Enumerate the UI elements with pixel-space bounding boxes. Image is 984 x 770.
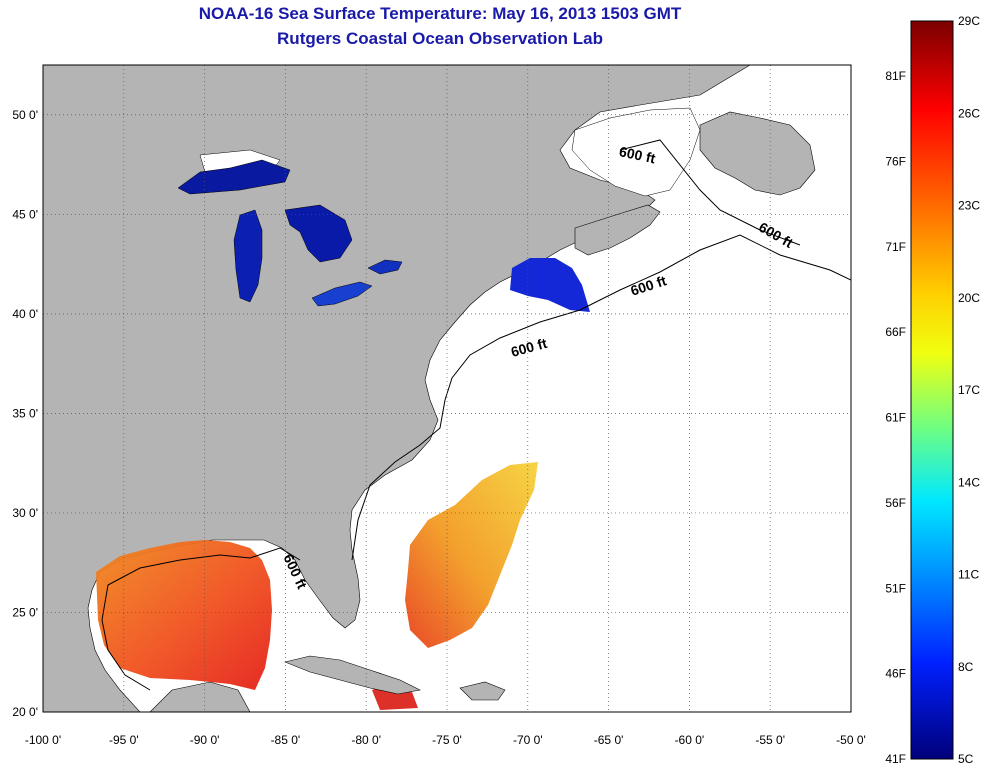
graticule	[43, 65, 851, 712]
lat-tick-label: 50 0'	[12, 108, 38, 122]
lat-tick-label: 45 0'	[12, 207, 38, 221]
lat-tick-label: 30 0'	[12, 506, 38, 520]
colorbar-celsius-label: 26C	[958, 106, 980, 120]
lake-ontario	[367, 259, 403, 275]
sst-atlantic-swath	[405, 462, 538, 648]
lake-michigan	[233, 209, 263, 303]
colorbar-celsius-label: 29C	[958, 14, 980, 28]
colorbar-fahrenheit-label: 51F	[885, 581, 906, 595]
colorbar-fahrenheit-label: 41F	[885, 752, 906, 766]
lon-tick-label: -85 0'	[271, 733, 301, 747]
colorbar-fahrenheit-label: 71F	[885, 240, 906, 254]
lon-tick-label: -90 0'	[190, 733, 220, 747]
lon-tick-label: -80 0'	[351, 733, 381, 747]
lon-tick-label: -70 0'	[513, 733, 543, 747]
colorbar-celsius-label: 17C	[958, 383, 980, 397]
sst-gulf-of-mexico	[96, 540, 272, 690]
contour-600ft-atlantic	[351, 234, 851, 561]
colorbar	[910, 20, 954, 760]
colorbar-celsius-label: 11C	[958, 568, 979, 582]
lon-tick-label: -55 0'	[755, 733, 785, 747]
land-cuba	[284, 655, 421, 695]
lat-tick-label: 35 0'	[12, 406, 38, 420]
lake-huron	[284, 204, 353, 263]
lat-tick-label: 25 0'	[12, 605, 38, 619]
land-hispaniola	[459, 681, 506, 701]
lake-superior	[177, 159, 291, 195]
longitude-axis: -100 0' -95 0' -90 0' -85 0' -80 0' -75 0' -70…	[25, 733, 866, 747]
colorbar-fahrenheit-label: 61F	[885, 411, 906, 425]
lon-tick-label: -95 0'	[109, 733, 139, 747]
land-newfoundland	[699, 111, 816, 196]
lat-tick-label: 20 0'	[12, 705, 38, 719]
map-frame	[42, 64, 852, 713]
contour-600ft-newfoundland	[619, 139, 801, 246]
contour-label: 600 ft	[618, 143, 657, 166]
contour-600ft-gulf	[101, 547, 301, 691]
sst-gulf-of-maine	[510, 258, 590, 312]
lon-tick-label: -65 0'	[594, 733, 624, 747]
lon-tick-label: -50 0'	[836, 733, 866, 747]
colorbar-fahrenheit-label: 56F	[885, 496, 906, 510]
colorbar-fahrenheit-label: 46F	[885, 667, 906, 681]
colorbar-fahrenheit-label: 66F	[885, 325, 906, 339]
colorbar-fahrenheit-label: 81F	[885, 69, 906, 83]
colorbar-celsius-label: 14C	[958, 475, 980, 489]
lon-tick-label: -60 0'	[675, 733, 705, 747]
lon-tick-label: -75 0'	[432, 733, 462, 747]
colorbar-celsius-label: 20C	[958, 291, 980, 305]
map-subtitle: Rutgers Coastal Ocean Observation Lab	[277, 29, 603, 48]
lon-tick-label: -100 0'	[25, 733, 61, 747]
colorbar-labels: 29C 26C 23C 20C 17C 14C 11C 8C 5C 81F 76F 71F 66F 61F…	[885, 14, 980, 766]
map-title: NOAA-16 Sea Surface Temperature: May 16,…	[198, 4, 682, 23]
colorbar-celsius-label: 5C	[958, 752, 974, 766]
water-gulf-st-lawrence	[571, 107, 701, 197]
colorbar-fahrenheit-label: 76F	[885, 154, 906, 168]
latitude-axis: 20 0' 25 0' 30 0' 35 0' 40 0' 45 0' 50 0'	[12, 108, 38, 719]
land-yucatan	[149, 681, 251, 712]
lake-erie	[311, 281, 373, 307]
colorbar-celsius-label: 8C	[958, 660, 974, 674]
colorbar-celsius-label: 23C	[958, 199, 980, 213]
land-nova-scotia	[574, 204, 661, 256]
lat-tick-label: 40 0'	[12, 307, 38, 321]
